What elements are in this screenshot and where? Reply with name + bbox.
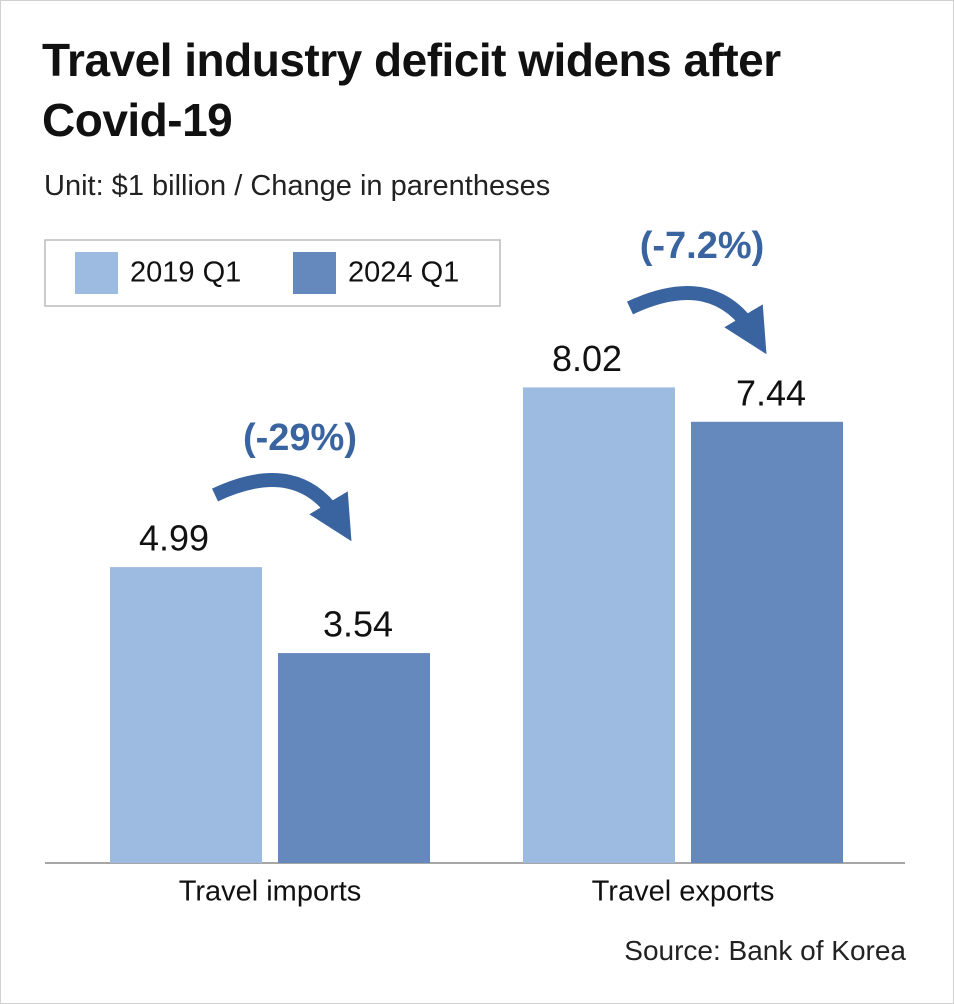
source: Source: Bank of Korea <box>624 935 906 966</box>
bar <box>278 653 430 863</box>
change-arrow <box>212 473 352 542</box>
value-label: 8.02 <box>552 338 622 379</box>
change-annotation: (-7.2%) <box>640 225 765 267</box>
value-label: 3.54 <box>323 604 393 645</box>
legend-label: 2019 Q1 <box>130 257 241 289</box>
legend-label: 2024 Q1 <box>348 257 459 289</box>
legend-swatch <box>75 252 118 294</box>
legend-swatch <box>293 252 336 294</box>
chart-title: Travel industry deficit widens after Cov… <box>42 34 781 146</box>
change-arrow <box>627 286 767 355</box>
bar <box>691 421 843 863</box>
x-tick-label: Travel exports <box>592 876 775 908</box>
change-annotation: (-29%) <box>243 417 357 459</box>
value-label: 4.99 <box>139 518 209 559</box>
bar <box>523 387 675 863</box>
legend-box <box>44 239 501 307</box>
value-label: 7.44 <box>736 372 806 413</box>
bar <box>110 567 262 863</box>
x-tick-label: Travel imports <box>179 876 362 908</box>
chart-subtitle: Unit: $1 billion / Change in parentheses <box>44 170 551 202</box>
